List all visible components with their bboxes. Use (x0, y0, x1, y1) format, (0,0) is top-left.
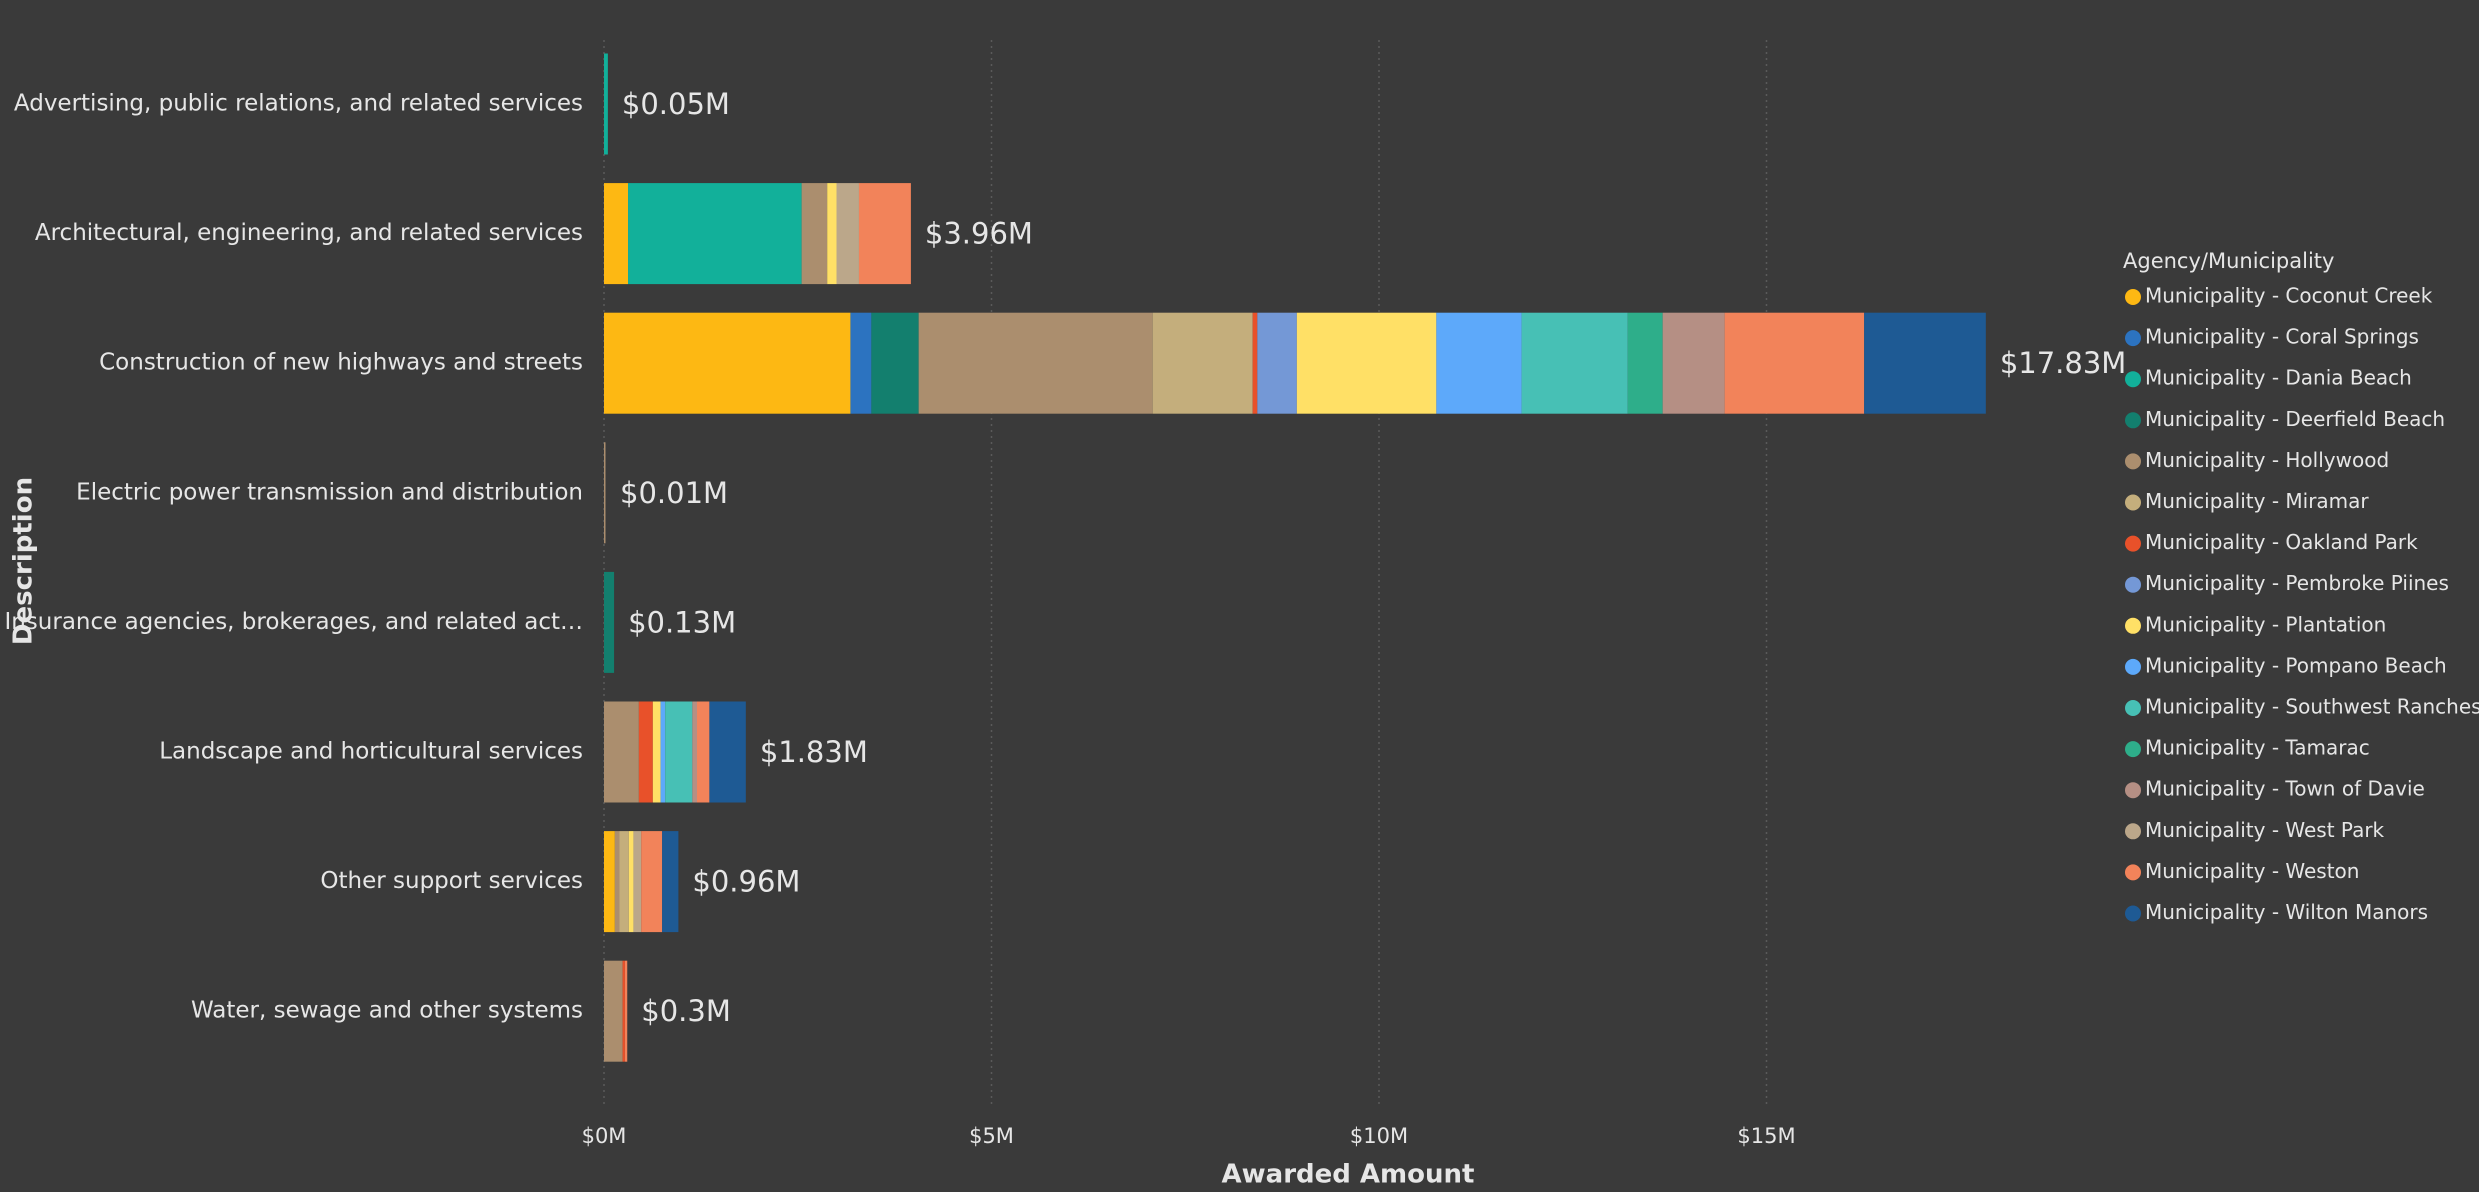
bar-segment (801, 183, 828, 285)
bar-segment (622, 960, 625, 1062)
legend-marker (2125, 864, 2141, 881)
bar-segment (604, 571, 615, 673)
bar-segment (1257, 312, 1297, 414)
bar-segment (604, 701, 639, 803)
legend-marker (2125, 700, 2141, 716)
legend-label: Municipality - Pembroke Piines (2145, 571, 2449, 595)
legend-label: Municipality - Tamarac (2145, 736, 2370, 760)
legend-marker (2125, 535, 2141, 552)
legend-marker (2125, 617, 2141, 634)
legend-label: Municipality - Miramar (2145, 489, 2369, 513)
legend-marker (2125, 494, 2141, 511)
total-label: $0.05M (622, 87, 730, 121)
legend-label: Municipality - Southwest Ranches (2145, 695, 2479, 719)
bar-segment (692, 701, 697, 803)
legend-marker (2125, 330, 2141, 347)
bar-segment (697, 701, 710, 803)
bar-segment (604, 442, 606, 544)
bar-segment (619, 831, 629, 933)
y-tick-label: Landscape and horticultural services (159, 739, 583, 765)
legend-marker (2125, 412, 2141, 429)
y-tick-label: Advertising, public relations, and relat… (14, 91, 583, 117)
legend-label: Municipality - Plantation (2145, 612, 2386, 636)
legend-marker (2125, 289, 2141, 305)
total-label: $17.83M (2000, 346, 2127, 380)
bar-segment (604, 312, 851, 414)
legend-label: Municipality - Weston (2145, 859, 2359, 883)
bar-segment (604, 183, 629, 285)
legend-marker (2125, 576, 2141, 593)
bar-segment (1627, 312, 1663, 414)
bar-segment (709, 701, 746, 803)
bar-segment (1152, 312, 1253, 414)
bar-segment (1296, 312, 1437, 414)
bar-segment (1662, 312, 1725, 414)
total-label: $0.13M (628, 605, 736, 639)
x-tick-label: $15M (1737, 1124, 1795, 1148)
legend-marker (2125, 741, 2141, 758)
bar-segment (1864, 312, 1986, 414)
bar-segment (604, 960, 623, 1062)
y-tick-label: Construction of new highways and streets (99, 350, 583, 376)
legend-label: Municipality - Coral Springs (2145, 325, 2419, 349)
bar-segment (604, 831, 615, 933)
legend-title: Agency/Municipality (2123, 249, 2334, 273)
legend-label: Municipality - Wilton Manors (2145, 900, 2428, 924)
x-tick-label: $10M (1350, 1124, 1408, 1148)
legend-label: Municipality - West Park (2145, 818, 2385, 842)
x-tick-label: $5M (969, 1124, 1014, 1148)
y-tick-label: Water, sewage and other systems (191, 998, 583, 1024)
bar-segment (633, 831, 642, 933)
bar-segment (858, 183, 911, 285)
bar-segment (604, 53, 608, 155)
legend-label: Municipality - Hollywood (2145, 448, 2389, 472)
bar-segment (1436, 312, 1522, 414)
y-tick-label: Other support services (320, 868, 583, 894)
bar-segment (628, 183, 802, 285)
bar-segment (918, 312, 1153, 414)
y-tick-label: Insurance agencies, brokerages, and rela… (4, 609, 583, 635)
legend-marker (2125, 823, 2141, 840)
bar-segment (871, 312, 919, 414)
legend-marker (2125, 782, 2141, 799)
bar-segment (652, 701, 661, 803)
legend-label: Municipality - Coconut Creek (2145, 284, 2433, 308)
bar-segment (1724, 312, 1865, 414)
legend-label: Municipality - Pompano Beach (2145, 653, 2447, 677)
y-tick-label: Electric power transmission and distribu… (76, 479, 583, 505)
bar-segment (1252, 312, 1258, 414)
bar-segment (850, 312, 872, 414)
y-tick-label: Architectural, engineering, and related … (35, 220, 583, 246)
total-label: $0.3M (641, 994, 731, 1028)
total-label: $0.96M (692, 865, 800, 899)
bar-segment (827, 183, 837, 285)
legend-marker (2125, 905, 2141, 922)
legend-marker (2125, 371, 2141, 388)
bar-segment (662, 831, 679, 933)
bar-segment (836, 183, 859, 285)
total-label: $1.83M (760, 735, 868, 769)
bar-segment (665, 701, 693, 803)
legend-label: Municipality - Deerfield Beach (2145, 407, 2445, 431)
bar-segment (638, 701, 653, 803)
legend-label: Municipality - Dania Beach (2145, 366, 2412, 390)
bar-segment (624, 960, 628, 1062)
y-axis-title: Description (9, 477, 39, 645)
bar-segment (1521, 312, 1628, 414)
x-tick-label: $0M (582, 1124, 627, 1148)
total-label: $3.96M (925, 217, 1033, 251)
bar-segment (628, 831, 634, 933)
bar-segment (660, 701, 666, 803)
bar-segment (641, 831, 663, 933)
legend-marker (2125, 453, 2141, 470)
total-label: $0.01M (620, 476, 728, 510)
legend-marker (2125, 658, 2141, 675)
bar-segment (614, 831, 620, 933)
x-axis-title: Awarded Amount (1222, 1160, 1475, 1190)
legend-label: Municipality - Oakland Park (2145, 530, 2418, 554)
legend-label: Municipality - Town of Davie (2145, 777, 2425, 801)
